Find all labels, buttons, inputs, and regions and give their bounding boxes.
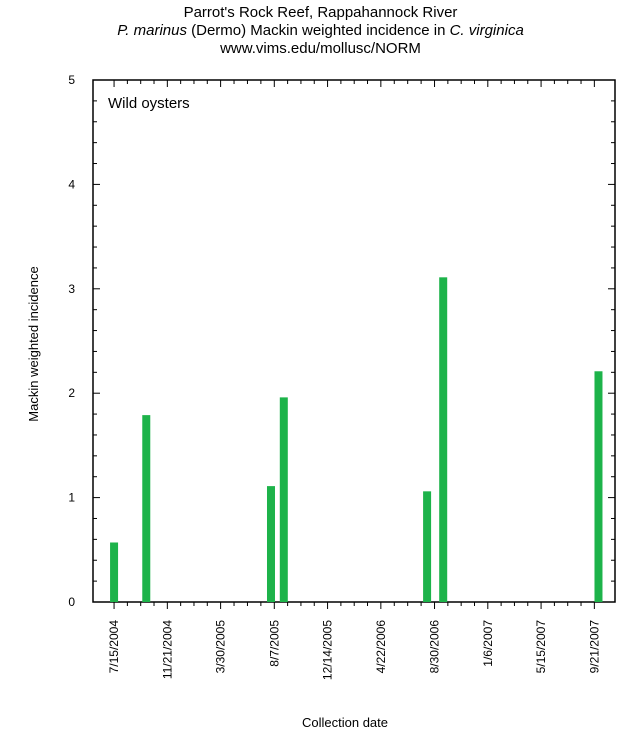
chart-title-line1: Parrot's Rock Reef, Rappahannock River: [183, 4, 458, 21]
bar: [439, 277, 448, 602]
y-tick-label: 1: [68, 491, 75, 505]
y-axis-title: Mackin weighted incidence: [26, 266, 41, 421]
y-tick-label: 3: [68, 282, 75, 296]
plot-annotation: Wild oysters: [108, 95, 190, 112]
bar: [423, 491, 432, 602]
x-tick-label: 8/30/2006: [428, 620, 442, 674]
bar: [142, 415, 151, 602]
x-tick-label: 5/15/2007: [534, 620, 548, 674]
plot-area-border: [92, 79, 616, 603]
x-tick-label: 9/21/2007: [587, 620, 601, 674]
bar: [594, 371, 603, 602]
chart-title-url: www.vims.edu/mollusc/NORM: [220, 40, 421, 57]
x-tick-label: 4/22/2006: [374, 620, 388, 674]
x-tick-label: 11/21/2004: [160, 620, 174, 679]
x-tick-label: 1/6/2007: [481, 620, 495, 667]
y-tick-label: 2: [68, 386, 75, 400]
y-tick-label: 5: [68, 73, 75, 87]
x-tick-label: 12/14/2005: [321, 620, 335, 680]
x-axis-title: Collection date: [302, 715, 388, 730]
chart-title-line2: P. marinus (Dermo) Mackin weighted incid…: [0, 22, 641, 40]
x-tick-label: 7/15/2004: [107, 620, 121, 674]
y-tick-label: 0: [68, 595, 75, 609]
chart-title-species-a: P. marinus: [117, 22, 187, 39]
chart-title-species-b: C. virginica: [449, 22, 524, 39]
bar: [110, 542, 119, 602]
chart-title-block: Parrot's Rock Reef, Rappahannock River P…: [0, 4, 641, 58]
x-tick-label: 3/30/2005: [214, 620, 228, 674]
x-tick-label: 8/7/2005: [267, 620, 281, 667]
bar: [279, 397, 288, 602]
chart-title-middle: (Dermo) Mackin weighted incidence in: [186, 22, 450, 39]
y-tick-label: 4: [68, 177, 75, 191]
bar: [266, 486, 275, 602]
